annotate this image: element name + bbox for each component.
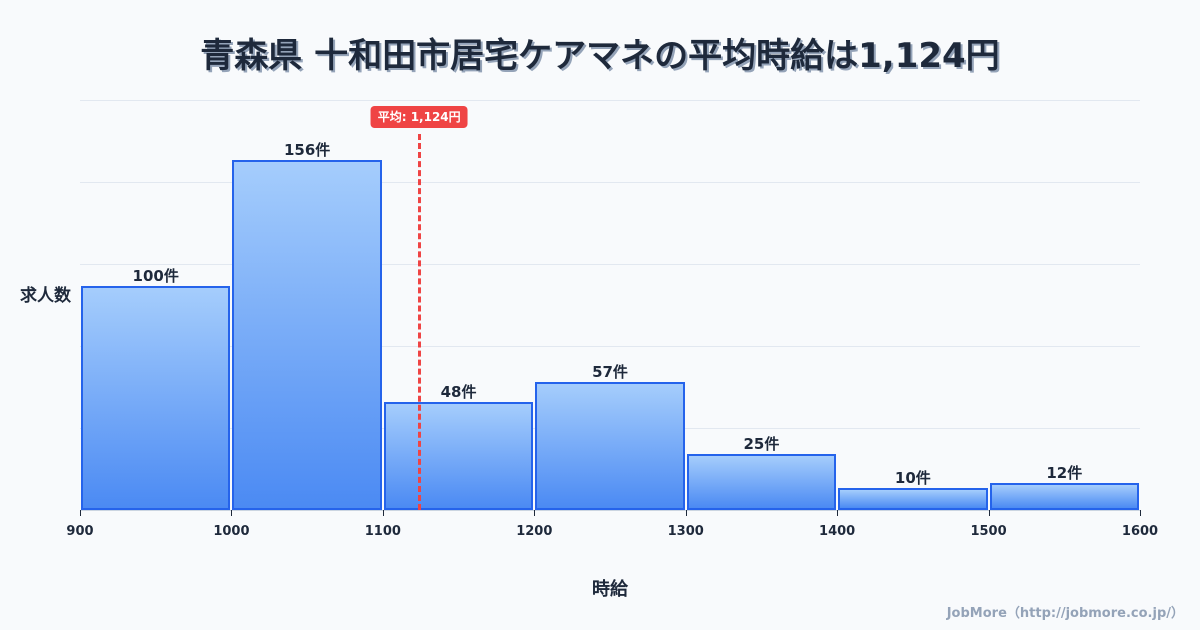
- x-tick-label: 1300: [667, 524, 704, 539]
- bar-value-label: 57件: [592, 363, 628, 382]
- x-tick: [231, 510, 233, 516]
- bar-value-label: 12件: [1046, 464, 1083, 483]
- x-tick: [382, 510, 384, 516]
- x-tick-label: 1500: [970, 524, 1007, 539]
- x-tick: [534, 510, 536, 516]
- chart-title: 青森県 十和田市居宅ケアマネの平均時給は1,124円: [200, 36, 1000, 76]
- bar-value-label: 48件: [440, 383, 477, 402]
- x-tick: [837, 510, 839, 516]
- x-tick: [1140, 510, 1141, 516]
- x-tick-label: 1000: [213, 524, 250, 539]
- gridline: [80, 182, 1140, 183]
- bar-value-label: 100件: [132, 266, 179, 285]
- x-axis-label: 時給: [592, 579, 628, 600]
- gridline: [80, 100, 1140, 101]
- histogram-bar: [686, 453, 837, 510]
- y-axis-label: 求人数: [20, 286, 71, 306]
- x-tick-label: 1600: [1121, 524, 1159, 539]
- bar-value-label: 10件: [894, 468, 931, 487]
- x-axis-line: [80, 510, 1140, 511]
- gridline: [80, 346, 1140, 347]
- gridline: [80, 264, 1140, 265]
- mean-badge: 平均: 1,124円: [370, 106, 468, 128]
- histogram-bar: [81, 285, 231, 510]
- histogram-bar: [989, 483, 1139, 510]
- mean-line: [418, 134, 422, 510]
- histogram-bar: [838, 487, 988, 510]
- x-tick-label: 1100: [364, 524, 401, 539]
- x-tick: [988, 510, 990, 516]
- x-tick-label: 1200: [516, 524, 553, 539]
- plot-area: 100件 156件 48件 57件 25件 10件 12件 平均: 1,124円: [80, 100, 1140, 510]
- x-tick: [685, 510, 687, 516]
- x-tick-label: 1400: [819, 524, 856, 539]
- bar-value-label: 156件: [283, 141, 331, 160]
- x-tick-label: 900: [66, 524, 94, 539]
- histogram-bar: [535, 382, 685, 510]
- source-credit: JobMore（http://jobmore.co.jp/）: [946, 606, 1184, 621]
- bar-value-label: 25件: [743, 434, 780, 453]
- histogram-bar: [232, 160, 382, 510]
- histogram-bar: [383, 402, 534, 510]
- x-tick: [80, 510, 81, 516]
